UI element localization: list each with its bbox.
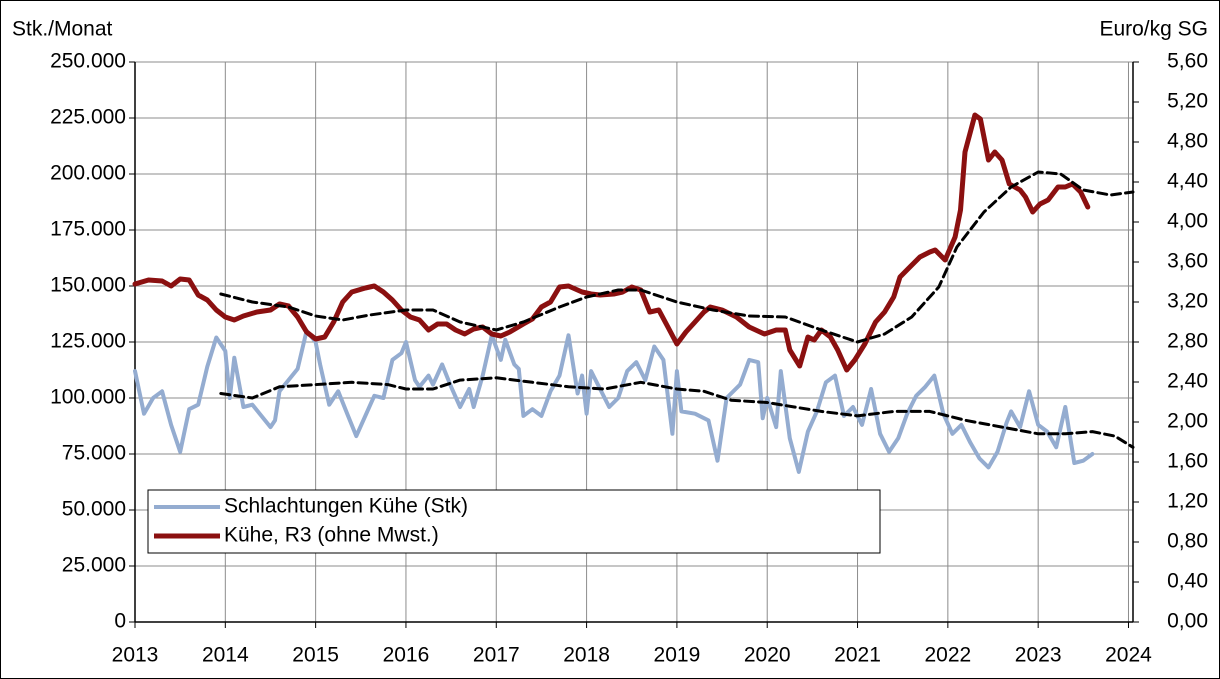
y-tick-label: 250.000 — [50, 50, 126, 73]
x-tick-label: 2014 — [202, 644, 249, 667]
y-tick-label: 150.000 — [50, 274, 126, 297]
y2-tick-label: 4,80 — [1167, 130, 1208, 153]
y-tick-label: 200.000 — [50, 162, 126, 185]
y2-tick-label: 2,80 — [1167, 330, 1208, 353]
y2-tick-label: 0,80 — [1167, 530, 1208, 553]
y2-tick-label: 1,60 — [1167, 450, 1208, 473]
x-tick-label: 2016 — [383, 644, 430, 667]
x-tick-label: 2018 — [563, 644, 610, 667]
trend-line — [219, 170, 1135, 344]
y-tick-label: 50.000 — [62, 498, 126, 521]
y2-tick-label: 1,20 — [1167, 490, 1208, 513]
y2-tick-label: 2,00 — [1167, 410, 1208, 433]
y2-tick-label: 3,60 — [1167, 250, 1208, 273]
y2-tick-label: 4,40 — [1167, 170, 1208, 193]
x-tick-label: 2020 — [744, 644, 791, 667]
y-tick-label: 25.000 — [62, 554, 126, 577]
y2-tick-label: 3,20 — [1167, 290, 1208, 313]
y-tick-label: 125.000 — [50, 330, 126, 353]
x-tick-label: 2021 — [834, 644, 881, 667]
x-tick-label: 2022 — [924, 644, 971, 667]
y-tick-label: 0 — [114, 610, 126, 633]
y2-tick-label: 5,20 — [1167, 90, 1208, 113]
x-tick-label: 2013 — [112, 644, 159, 667]
y2-tick-label: 2,40 — [1167, 370, 1208, 393]
x-tick-label: 2023 — [1015, 644, 1062, 667]
y-tick-label: 225.000 — [50, 106, 126, 129]
y2-tick-label: 0,40 — [1167, 570, 1208, 593]
legend-label: Kühe, R3 (ohne Mwst.) — [224, 524, 439, 547]
series-line — [133, 328, 1095, 474]
y-axis-title: Stk./Monat — [12, 18, 113, 41]
x-tick-label: 2017 — [473, 644, 520, 667]
x-tick-label: 2015 — [292, 644, 339, 667]
x-tick-label: 2024 — [1105, 644, 1152, 667]
y2-tick-label: 4,00 — [1167, 210, 1208, 233]
legend-label: Schlachtungen Kühe (Stk) — [224, 495, 468, 518]
y-tick-label: 100.000 — [50, 386, 126, 409]
y2-tick-label: 0,00 — [1167, 610, 1208, 633]
y2-axis-title: Euro/kg SG — [1099, 18, 1208, 41]
y-tick-label: 175.000 — [50, 218, 126, 241]
legend-box — [147, 489, 881, 554]
x-tick-label: 2019 — [654, 644, 701, 667]
y-tick-label: 75.000 — [62, 442, 126, 465]
trend-line — [219, 376, 1135, 449]
y2-tick-label: 5,60 — [1167, 50, 1208, 73]
